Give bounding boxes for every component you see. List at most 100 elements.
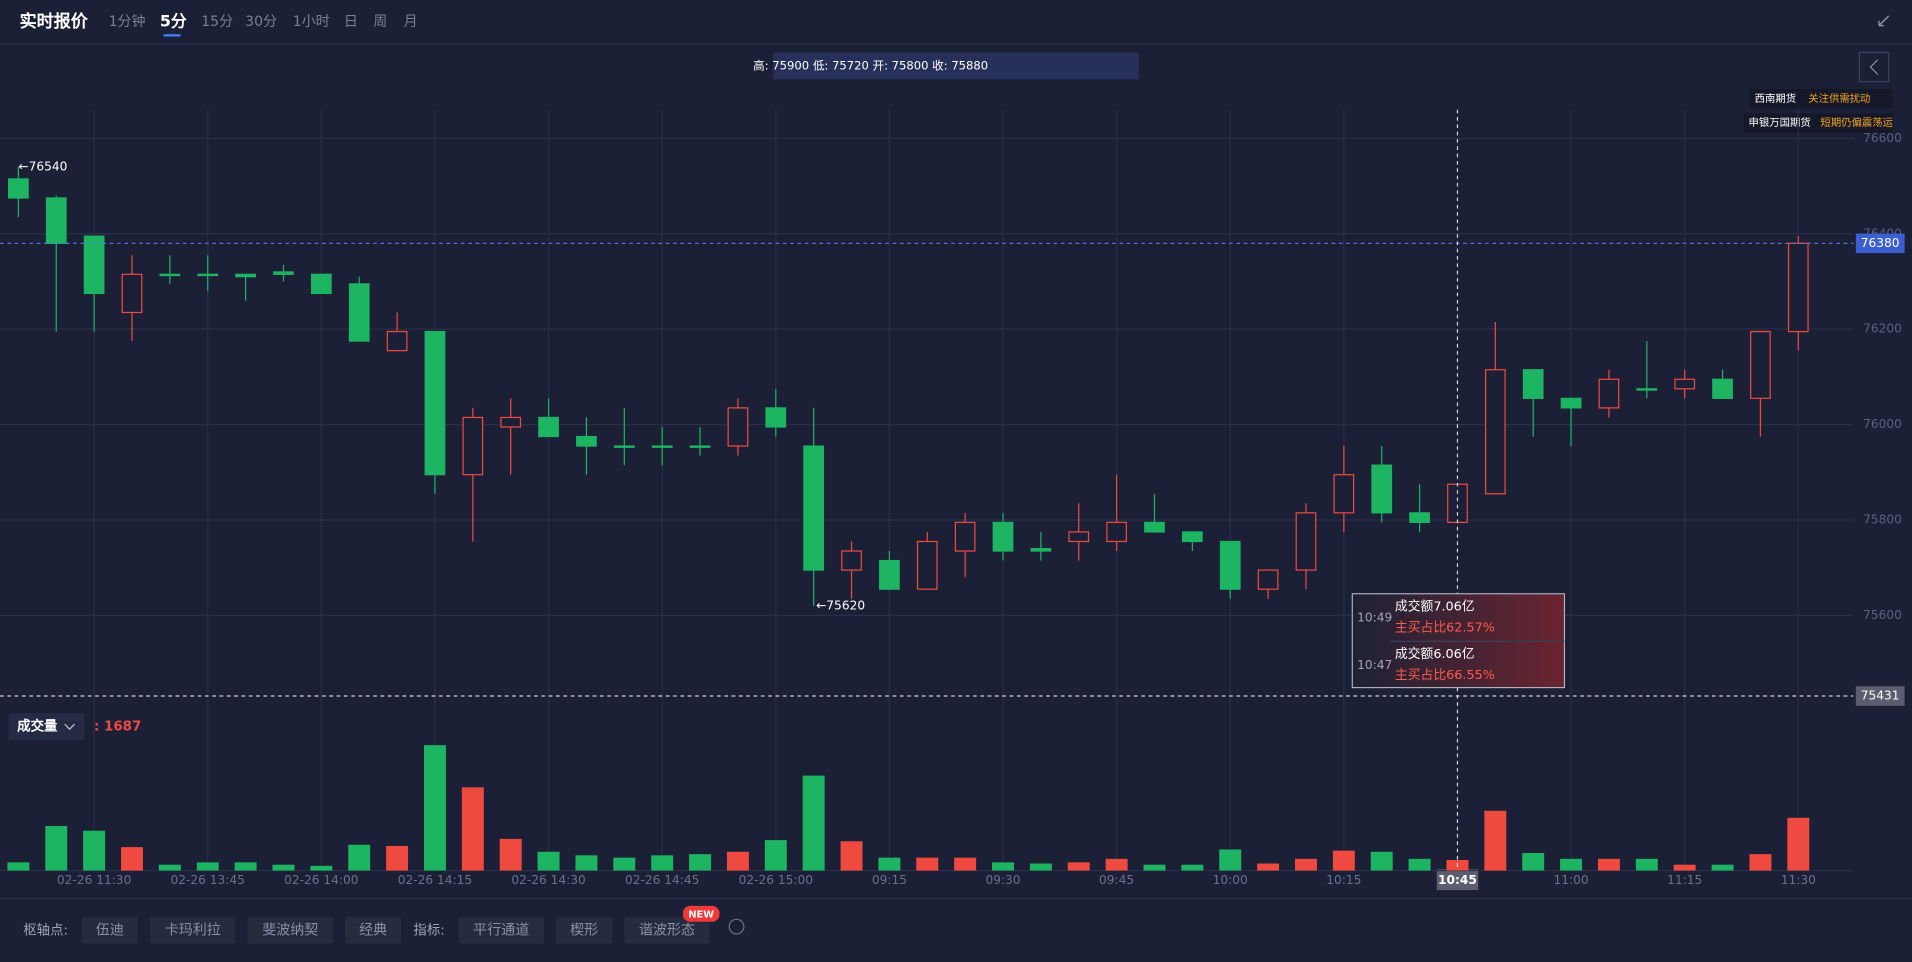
tooltip-ratio: 主买占比66.55% <box>1395 668 1495 683</box>
footer-button[interactable] <box>458 916 544 944</box>
volume-bar <box>1787 817 1810 871</box>
volume-bar <box>1143 864 1166 871</box>
candle-body <box>159 273 181 277</box>
footer-button[interactable] <box>81 916 138 944</box>
candle-body <box>1409 512 1430 524</box>
volume-bar <box>499 838 522 871</box>
candle-body <box>424 330 446 476</box>
candle-body <box>1257 569 1279 590</box>
expand-button[interactable] <box>1858 51 1890 83</box>
period-tab[interactable]: 15分 <box>201 14 233 30</box>
broker-tag <box>1749 89 1893 109</box>
volume-bar <box>613 857 636 871</box>
x-tick-label: 10:45 <box>1438 873 1477 887</box>
volume-bar <box>954 857 977 871</box>
candle-body <box>1182 531 1203 543</box>
footer-button-label[interactable]: 斐波纳契 <box>262 922 318 938</box>
volume-bar <box>916 857 939 871</box>
crosshair-price-box <box>1855 686 1905 706</box>
candle-body <box>803 445 825 571</box>
y-tick-label: 76000 <box>1863 417 1902 431</box>
candle-body <box>879 559 900 590</box>
x-tick-label: 11:15 <box>1667 873 1702 887</box>
volume-bar <box>726 851 749 871</box>
footer-button-label[interactable]: 经典 <box>359 922 387 938</box>
high-marker: ←76540 <box>18 159 67 173</box>
footer-button[interactable] <box>150 916 236 944</box>
candle-body <box>386 330 408 352</box>
help-icon[interactable] <box>728 918 745 935</box>
volume-bar <box>764 840 787 871</box>
crosshair-price-label: 75431 <box>1861 689 1900 703</box>
candle-body <box>1636 388 1658 391</box>
broker-note: 短期仍偏震荡运 <box>1820 116 1893 129</box>
volume-bar <box>1105 858 1128 871</box>
volume-bar <box>1749 854 1772 871</box>
tooltip-time: 10:49 <box>1357 611 1392 625</box>
volume-bar <box>878 857 901 871</box>
volume-bar <box>1067 862 1090 871</box>
volume-bar <box>1635 858 1658 871</box>
candle-body <box>689 445 711 448</box>
info-bar <box>773 52 1139 80</box>
period-tab[interactable]: 周 <box>373 14 387 30</box>
y-tick-label: 76200 <box>1863 322 1902 336</box>
candle-body <box>83 235 105 295</box>
footer-button-label[interactable]: 楔形 <box>570 922 598 938</box>
candle-body <box>8 178 29 199</box>
period-tab[interactable]: 月 <box>404 14 418 30</box>
period-tab[interactable]: 1小时 <box>293 14 330 30</box>
x-tick-label: 09:30 <box>985 873 1020 887</box>
volume-bar <box>7 862 30 871</box>
candle-body <box>1674 378 1696 390</box>
broker-name: 西南期货 <box>1755 92 1796 105</box>
volume-bar <box>1370 851 1393 871</box>
x-tick-label: 02-26 14:45 <box>625 873 699 887</box>
x-tick-label: 02-26 14:00 <box>284 873 358 887</box>
collapse-icon[interactable] <box>1878 15 1890 27</box>
footer-button[interactable] <box>624 916 710 944</box>
broker-tag <box>1743 113 1893 133</box>
footer-button-label[interactable]: 谐波形态 <box>639 922 695 938</box>
volume-bar <box>575 855 598 871</box>
volume-bar <box>234 862 257 871</box>
period-tab[interactable]: 1分钟 <box>109 13 146 30</box>
y-tick-label: 76600 <box>1863 131 1902 145</box>
period-tab[interactable]: 日 <box>344 14 358 30</box>
expand-icon <box>1869 59 1879 75</box>
candle-body <box>1598 378 1620 409</box>
candle-body <box>1068 531 1090 543</box>
footer-button[interactable] <box>556 916 613 944</box>
footer-button-label[interactable]: 卡玛利拉 <box>165 922 221 938</box>
info-bar-text: 高: 75900 低: 75720 开: 75800 收: 75880 <box>753 58 988 72</box>
period-tab[interactable]: 5分 <box>160 11 187 30</box>
y-tick-label: 75600 <box>1863 608 1902 622</box>
footer-button[interactable] <box>345 916 402 944</box>
x-tick-label: 02-26 13:45 <box>171 873 245 887</box>
volume-bar <box>45 826 68 871</box>
volume-bar <box>651 855 674 871</box>
footer-button-label[interactable]: 平行通道 <box>473 922 529 938</box>
volume-bar <box>537 851 560 871</box>
candle-body <box>1295 512 1317 571</box>
volume-bar <box>1408 858 1431 871</box>
last-price-label: 76380 <box>1861 236 1900 250</box>
volume-bar <box>689 854 712 871</box>
volume-bar <box>1711 864 1734 871</box>
x-tick-label: 10:00 <box>1213 873 1248 887</box>
new-badge-label: NEW <box>688 909 714 920</box>
new-badge <box>682 905 720 922</box>
footer-button-label[interactable]: 伍迪 <box>96 922 124 938</box>
volume-bar <box>272 864 295 871</box>
candle-body <box>954 521 976 552</box>
candle-body <box>1333 474 1355 514</box>
volume-bar <box>83 830 106 871</box>
candle-body <box>197 273 219 277</box>
volume-bar <box>1332 850 1355 871</box>
volume-bar <box>1560 858 1583 871</box>
candle-body <box>992 521 1014 552</box>
period-tab[interactable]: 30分 <box>245 14 277 30</box>
x-tick-label: 02-26 11:30 <box>57 873 131 887</box>
footer-button[interactable] <box>247 916 333 944</box>
